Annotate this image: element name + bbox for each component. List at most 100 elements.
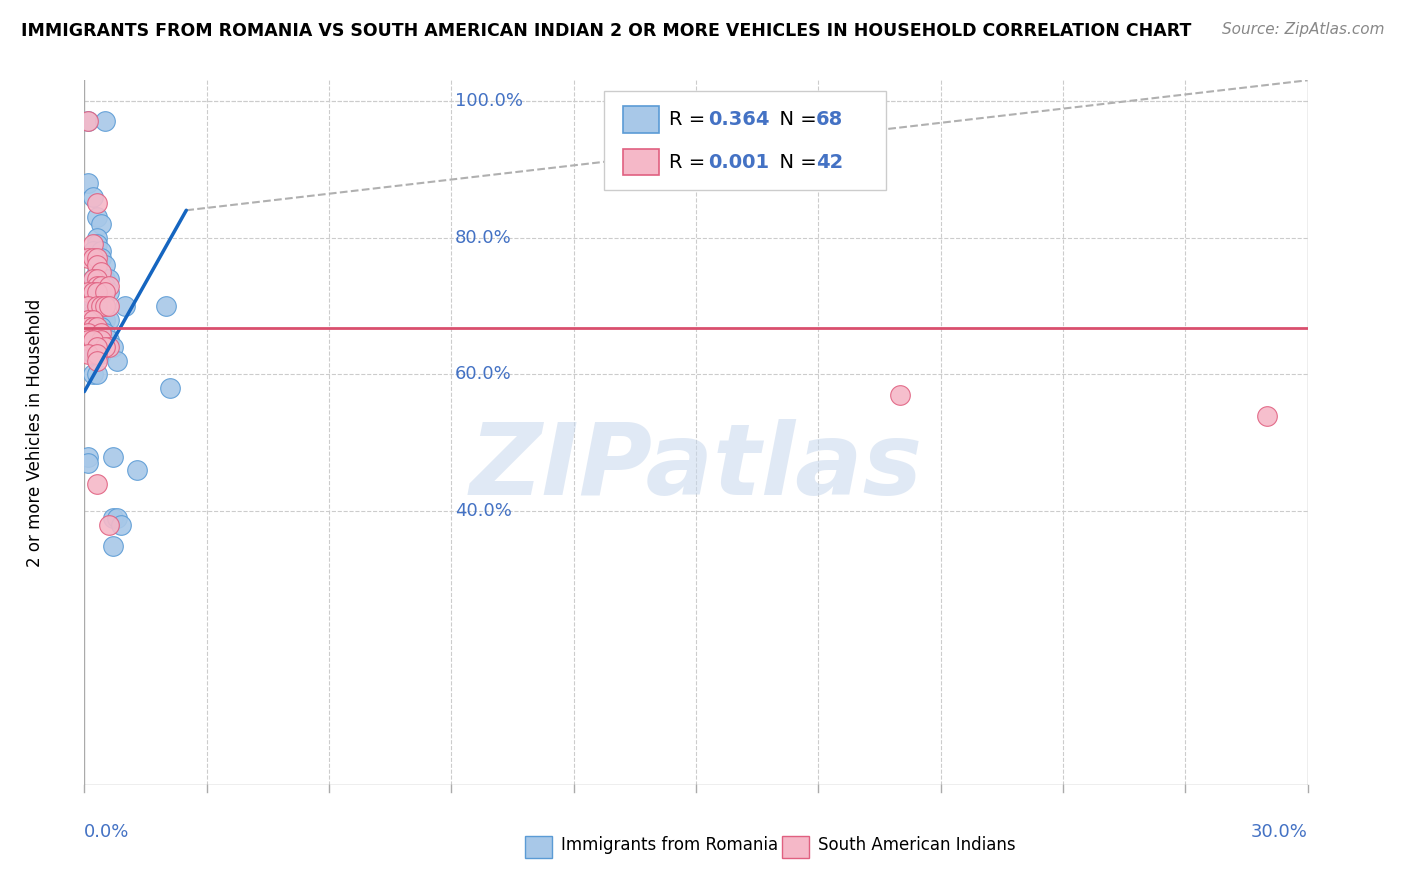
- Point: [93, 285, 115, 300]
- Text: 30.0%: 30.0%: [1251, 822, 1308, 840]
- Point: [93, 340, 115, 354]
- Point: [86, 340, 108, 354]
- Point: [86, 299, 108, 313]
- Point: [86, 326, 108, 341]
- Text: R =: R =: [669, 153, 711, 171]
- Point: [86, 306, 108, 320]
- Text: N =: N =: [766, 111, 823, 129]
- Point: [77, 285, 100, 300]
- Point: [93, 258, 115, 272]
- Point: [101, 450, 124, 464]
- Text: N =: N =: [766, 153, 823, 171]
- Point: [90, 278, 112, 293]
- Point: [97, 271, 120, 285]
- Point: [90, 299, 112, 313]
- Point: [86, 271, 108, 285]
- Point: [82, 312, 104, 326]
- Point: [86, 251, 108, 265]
- FancyBboxPatch shape: [524, 837, 551, 857]
- Point: [93, 299, 115, 313]
- Point: [86, 353, 108, 368]
- FancyBboxPatch shape: [623, 106, 659, 133]
- Point: [105, 353, 128, 368]
- Point: [90, 285, 112, 300]
- Text: ZIPatlas: ZIPatlas: [470, 419, 922, 516]
- Point: [77, 333, 100, 347]
- Point: [77, 347, 100, 361]
- Point: [97, 340, 120, 354]
- Point: [77, 457, 100, 471]
- Point: [77, 319, 100, 334]
- Point: [82, 319, 104, 334]
- Point: [93, 271, 115, 285]
- Point: [90, 319, 112, 334]
- Point: [82, 312, 104, 326]
- Point: [82, 333, 104, 347]
- Point: [77, 450, 100, 464]
- Point: [86, 258, 108, 272]
- Point: [77, 299, 100, 313]
- Point: [93, 312, 115, 326]
- Text: South American Indians: South American Indians: [818, 836, 1017, 854]
- Point: [82, 244, 104, 259]
- Point: [82, 340, 104, 354]
- Text: Immigrants from Romania: Immigrants from Romania: [561, 836, 779, 854]
- Point: [97, 333, 120, 347]
- Point: [110, 518, 132, 533]
- Point: [86, 319, 108, 334]
- Point: [86, 278, 108, 293]
- Point: [90, 333, 112, 347]
- Point: [82, 189, 104, 203]
- Text: Source: ZipAtlas.com: Source: ZipAtlas.com: [1222, 22, 1385, 37]
- Point: [86, 230, 108, 244]
- Point: [86, 312, 108, 326]
- Point: [86, 278, 108, 293]
- Point: [86, 292, 108, 306]
- Point: [77, 326, 100, 341]
- Point: [97, 278, 120, 293]
- Text: IMMIGRANTS FROM ROMANIA VS SOUTH AMERICAN INDIAN 2 OR MORE VEHICLES IN HOUSEHOLD: IMMIGRANTS FROM ROMANIA VS SOUTH AMERICA…: [21, 22, 1191, 40]
- Point: [86, 340, 108, 354]
- Text: 0.0%: 0.0%: [84, 822, 129, 840]
- Point: [86, 333, 108, 347]
- Point: [86, 319, 108, 334]
- Point: [86, 196, 108, 211]
- Point: [82, 251, 104, 265]
- Point: [82, 368, 104, 382]
- Point: [77, 114, 100, 128]
- Point: [1256, 409, 1278, 423]
- Point: [82, 306, 104, 320]
- Point: [82, 285, 104, 300]
- Point: [127, 463, 149, 477]
- Point: [86, 237, 108, 252]
- Point: [86, 258, 108, 272]
- Text: 2 or more Vehicles in Household: 2 or more Vehicles in Household: [27, 299, 45, 566]
- Point: [86, 210, 108, 224]
- Text: 0.364: 0.364: [709, 111, 769, 129]
- Point: [86, 477, 108, 491]
- Point: [90, 265, 112, 279]
- Point: [93, 326, 115, 341]
- Point: [86, 347, 108, 361]
- Point: [86, 368, 108, 382]
- Point: [97, 312, 120, 326]
- Point: [82, 319, 104, 334]
- Point: [90, 244, 112, 259]
- Point: [93, 299, 115, 313]
- Point: [93, 285, 115, 300]
- Point: [90, 299, 112, 313]
- FancyBboxPatch shape: [782, 837, 808, 857]
- Point: [97, 518, 120, 533]
- Point: [97, 285, 120, 300]
- Point: [90, 333, 112, 347]
- Point: [93, 278, 115, 293]
- Point: [86, 347, 108, 361]
- Text: 68: 68: [815, 111, 844, 129]
- Point: [97, 299, 120, 313]
- FancyBboxPatch shape: [605, 91, 886, 189]
- Point: [86, 271, 108, 285]
- Text: 0.001: 0.001: [709, 153, 769, 171]
- Point: [90, 326, 112, 341]
- Point: [101, 340, 124, 354]
- Point: [82, 292, 104, 306]
